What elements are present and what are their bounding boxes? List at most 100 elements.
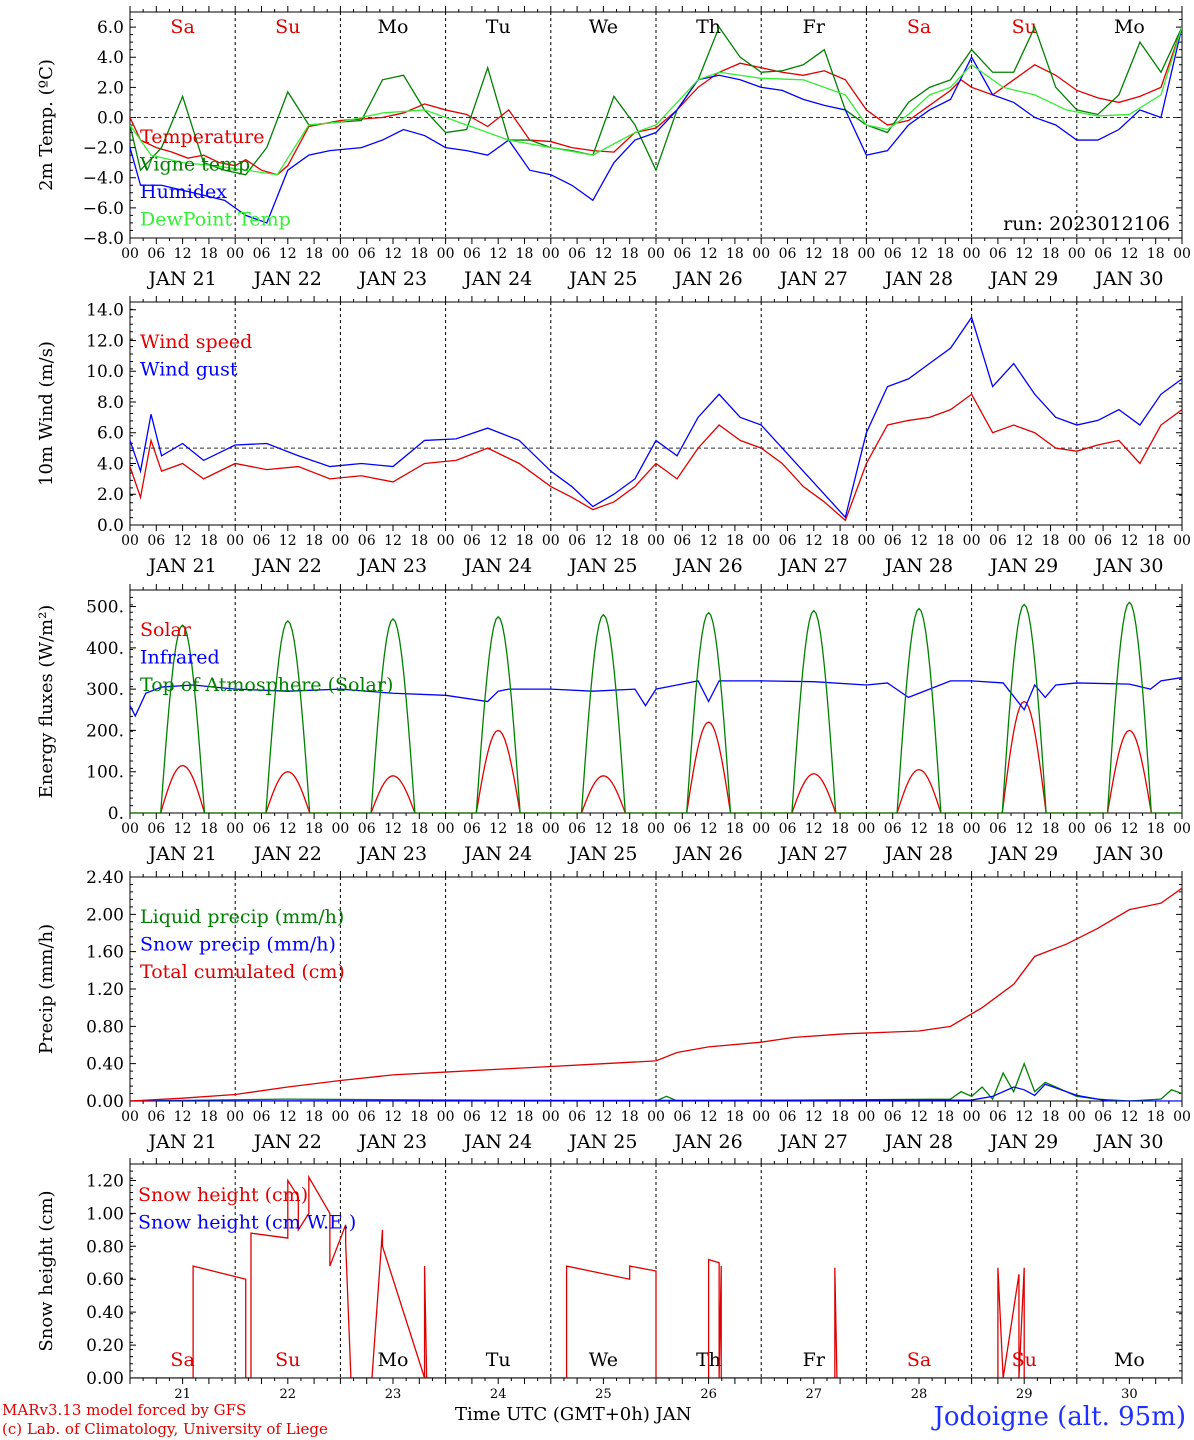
y-tick-label: 2.40 (86, 868, 124, 888)
y-tick-label: 1.20 (86, 1171, 124, 1191)
date-label: JAN 26 (673, 1131, 743, 1153)
hour-tick-label: 06 (779, 821, 797, 837)
y-tick-label: 300. (86, 680, 124, 700)
hour-tick-label: 00 (647, 1109, 665, 1125)
hour-tick-label: 06 (884, 821, 902, 837)
hour-tick-label: 00 (542, 1109, 560, 1125)
date-label: JAN 23 (357, 555, 427, 577)
date-label: JAN 25 (567, 268, 637, 290)
day-number-label: 28 (911, 1387, 928, 1402)
y-ticks (130, 11, 1182, 239)
hour-tick-label: 18 (1042, 533, 1060, 549)
hour-tick-label: 00 (1173, 533, 1191, 549)
hour-tick-label: 00 (752, 821, 770, 837)
y-tick-label: −6.0 (83, 199, 124, 219)
date-label: JAN 25 (567, 843, 637, 865)
y-tick-label: 400. (86, 639, 124, 659)
hour-tick-label: 00 (542, 821, 560, 837)
panel-4: 2.40 2.00 1.60 1.20 0.80 0.40 0.00 Precip (mm/h… (36, 868, 1191, 1153)
date-label: JAN 22 (252, 555, 322, 577)
hour-tick-label: 00 (331, 821, 349, 837)
hour-tick-label: 06 (147, 246, 165, 262)
hour-tick-label: 00 (857, 246, 875, 262)
day-name: Su (1012, 16, 1037, 38)
date-label: JAN 28 (883, 843, 953, 865)
hour-tick-label: 18 (831, 246, 849, 262)
date-label: JAN 24 (462, 555, 532, 577)
y-tick-label: −8.0 (83, 229, 124, 249)
hour-tick-label: 18 (936, 821, 954, 837)
hour-tick-label: 18 (621, 821, 639, 837)
date-label: JAN 21 (147, 555, 217, 577)
hour-tick-label: 06 (358, 533, 376, 549)
hour-tick-label: 06 (358, 246, 376, 262)
hour-tick-label: 06 (1094, 1109, 1112, 1125)
y-axis-label: Precip (mm/h) (36, 924, 57, 1054)
date-label: JAN 28 (883, 268, 953, 290)
date-label: JAN 25 (567, 555, 637, 577)
hour-tick-label: 06 (568, 821, 586, 837)
hour-tick-label: 12 (594, 246, 612, 262)
date-label: JAN 29 (988, 268, 1058, 290)
hour-tick-label: 18 (726, 246, 744, 262)
y-tick-label: 100. (86, 763, 124, 783)
y-axis-label: Energy fluxes (W/m²) (36, 605, 57, 799)
day-number-label: 24 (490, 1387, 507, 1402)
hour-tick-label: 12 (174, 821, 192, 837)
hour-tick-label: 06 (358, 1109, 376, 1125)
hour-tick-label: 00 (647, 246, 665, 262)
hour-tick-label: 18 (726, 821, 744, 837)
y-tick-label: 0.0 (97, 516, 124, 536)
hour-tick-label: 06 (147, 821, 165, 837)
series-group (130, 601, 1182, 813)
hour-tick-label: 18 (1147, 246, 1165, 262)
hour-tick-label: 00 (226, 821, 244, 837)
hour-tick-label: 18 (410, 821, 428, 837)
date-label: JAN 24 (462, 843, 532, 865)
y-tick-label: 14.0 (86, 301, 124, 321)
hour-tick-label: 18 (831, 821, 849, 837)
x-ticks (129, 871, 1183, 1107)
y-ticks (130, 876, 1182, 1102)
lab-credit: (c) Lab. of Climatology, University of L… (2, 1420, 328, 1438)
day-name: Fr (803, 1349, 826, 1371)
series-line (130, 887, 1182, 1101)
hour-tick-label: 12 (384, 1109, 402, 1125)
hour-tick-label: 00 (437, 821, 455, 837)
legend-entry: Humidex (140, 181, 227, 203)
run-annotation: run: 2023012106 (1003, 213, 1170, 235)
series-line (130, 26, 1182, 224)
hour-tick-label: 00 (857, 533, 875, 549)
series-line (130, 315, 1182, 519)
hour-tick-label: 00 (647, 533, 665, 549)
legend-entry: Temperature (140, 126, 264, 148)
day-name: Su (275, 16, 300, 38)
hour-tick-label: 12 (1120, 1109, 1138, 1125)
series-line (130, 1061, 1182, 1101)
hour-tick-label: 12 (594, 533, 612, 549)
date-label: JAN 22 (252, 843, 322, 865)
hour-tick-label: 06 (358, 821, 376, 837)
date-label: JAN 22 (252, 268, 322, 290)
hour-tick-label: 06 (253, 821, 271, 837)
day-name: Tu (486, 16, 511, 38)
day-number-label: 29 (1016, 1387, 1033, 1402)
legend-entry: Wind gust (140, 359, 238, 381)
date-label: JAN 27 (778, 843, 848, 865)
hour-tick-label: 12 (174, 533, 192, 549)
hour-tick-label: 00 (752, 533, 770, 549)
legend-entry: Wind speed (140, 331, 252, 353)
y-tick-label: 6.0 (97, 18, 124, 38)
series-group (130, 315, 1182, 522)
day-number-label: 25 (595, 1387, 612, 1402)
date-label: JAN 24 (462, 268, 532, 290)
date-label: JAN 21 (147, 843, 217, 865)
hour-tick-label: 00 (226, 533, 244, 549)
hour-tick-label: 00 (542, 246, 560, 262)
hour-tick-label: 00 (437, 1109, 455, 1125)
hour-tick-label: 18 (1042, 246, 1060, 262)
hour-tick-label: 06 (568, 533, 586, 549)
day-name: Su (275, 1349, 300, 1371)
hour-tick-label: 12 (805, 246, 823, 262)
